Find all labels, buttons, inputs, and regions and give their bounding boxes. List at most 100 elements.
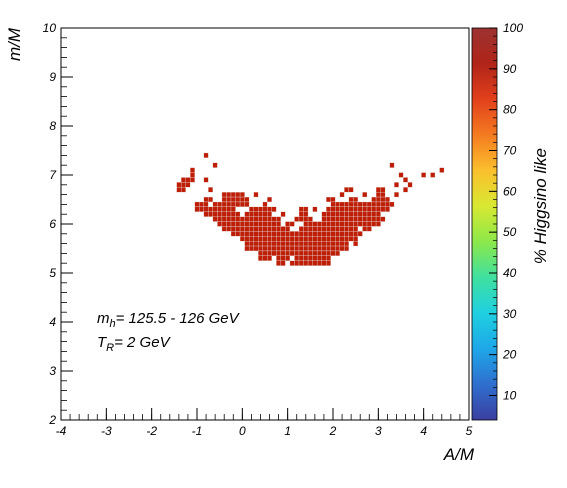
heatmap-cell [248,226,254,232]
heatmap-cell [339,211,345,217]
heatmap-cell [276,231,282,237]
heatmap-cell [285,231,291,237]
heatmap-cell [217,211,223,217]
heatmap-cell [267,211,272,217]
heatmap-cell [226,216,232,222]
heatmap-cell [339,221,345,227]
heatmap-cell [394,191,399,198]
heatmap-cell [384,201,390,207]
heatmap-cell [326,255,331,261]
z-tick-label: 20 [502,348,517,362]
heatmap-cell [271,250,277,256]
heatmap-cell [335,226,340,232]
heatmap-cell [366,226,372,232]
heatmap-cell [262,211,268,217]
heatmap-cell [312,231,318,237]
heatmap-cell [298,250,304,256]
heatmap-cell [285,226,291,232]
heatmap-cell [316,226,322,232]
heatmap-cell [344,236,350,242]
heatmap-cell [253,240,259,247]
heatmap-cell [221,191,227,198]
heatmap-cell [312,226,318,232]
heatmap-cell [316,221,322,227]
y-tick-label: 4 [49,315,56,329]
z-tick-label: 40 [503,266,517,280]
heatmap-cell [330,240,336,247]
heatmap-cell [289,231,295,237]
heatmap-cell [307,231,313,237]
heatmap-cell [298,231,304,237]
heatmap-cell [208,206,214,212]
heatmap-cell [230,226,236,232]
heatmap-cell [366,201,372,207]
heatmap-cell [326,240,331,247]
heatmap-cell [276,250,282,256]
heatmap-cell [248,240,254,247]
heatmap-cell [335,250,340,256]
heatmap-cell [375,221,381,227]
heatmap-cell [235,201,241,207]
heatmap-cell [221,221,227,227]
heatmap-cell [321,245,327,252]
heatmap-cell [248,216,254,222]
heatmap-cell [258,211,263,217]
heatmap-cells [176,152,445,266]
heatmap-cell [262,221,268,227]
heatmap-cell [239,216,245,222]
heatmap-cell [330,216,336,222]
heatmap-cell [248,221,254,227]
heatmap-cell [226,221,232,227]
heatmap-cell [262,206,268,212]
heatmap-cell [348,201,354,207]
heatmap-cell [203,177,209,183]
heatmap-cell [180,182,186,188]
heatmap-cell [267,216,272,222]
x-axis-ticks: -4 -3 -2 -1 0 1 2 3 4 5 [56,408,473,438]
heatmap-cell [353,221,359,227]
heatmap-cell [339,245,345,252]
z-tick-label: 80 [503,103,517,117]
heatmap-cell [316,260,322,266]
y-tick-label: 5 [49,266,56,280]
heatmap-cell [344,201,350,207]
heatmap-cell [226,226,232,232]
x-tick-label: 5 [466,424,473,438]
heatmap-cell [321,231,327,237]
z-tick-label: 30 [503,307,517,321]
heatmap-cell [375,201,381,207]
heatmap-cell [326,250,331,256]
heatmap-cell [253,191,259,198]
heatmap-cell [271,245,277,252]
heatmap-cell [298,226,304,232]
heatmap-cell [339,231,345,237]
heatmap-cell [267,250,272,256]
heatmap-cell [326,216,331,222]
heatmap-cell [380,201,386,207]
heatmap-cell [335,216,340,222]
heatmap-cell [312,240,318,247]
heatmap-cell [366,211,372,217]
heatmap-cell [312,260,318,266]
heatmap-cell [262,240,268,247]
heatmap-cell [253,211,259,217]
heatmap-cell [330,221,336,227]
heatmap-cell [312,236,318,242]
heatmap-cell [244,240,250,247]
heatmap-cell [321,255,327,261]
heatmap-cell [439,167,445,173]
heatmap-cell [230,211,236,217]
heatmap-cell [339,201,345,207]
heatmap-cell [289,250,295,256]
heatmap-cell [185,177,191,183]
heatmap-cell [344,226,350,232]
y-tick-label: 6 [49,217,56,231]
heatmap-cell [221,216,227,222]
heatmap-cell [403,187,408,193]
heatmap-cell [244,211,250,217]
heatmap-cell [230,206,236,212]
heatmap-cell [294,260,300,266]
heatmap-cell [262,236,268,242]
heatmap-cell [271,236,277,242]
